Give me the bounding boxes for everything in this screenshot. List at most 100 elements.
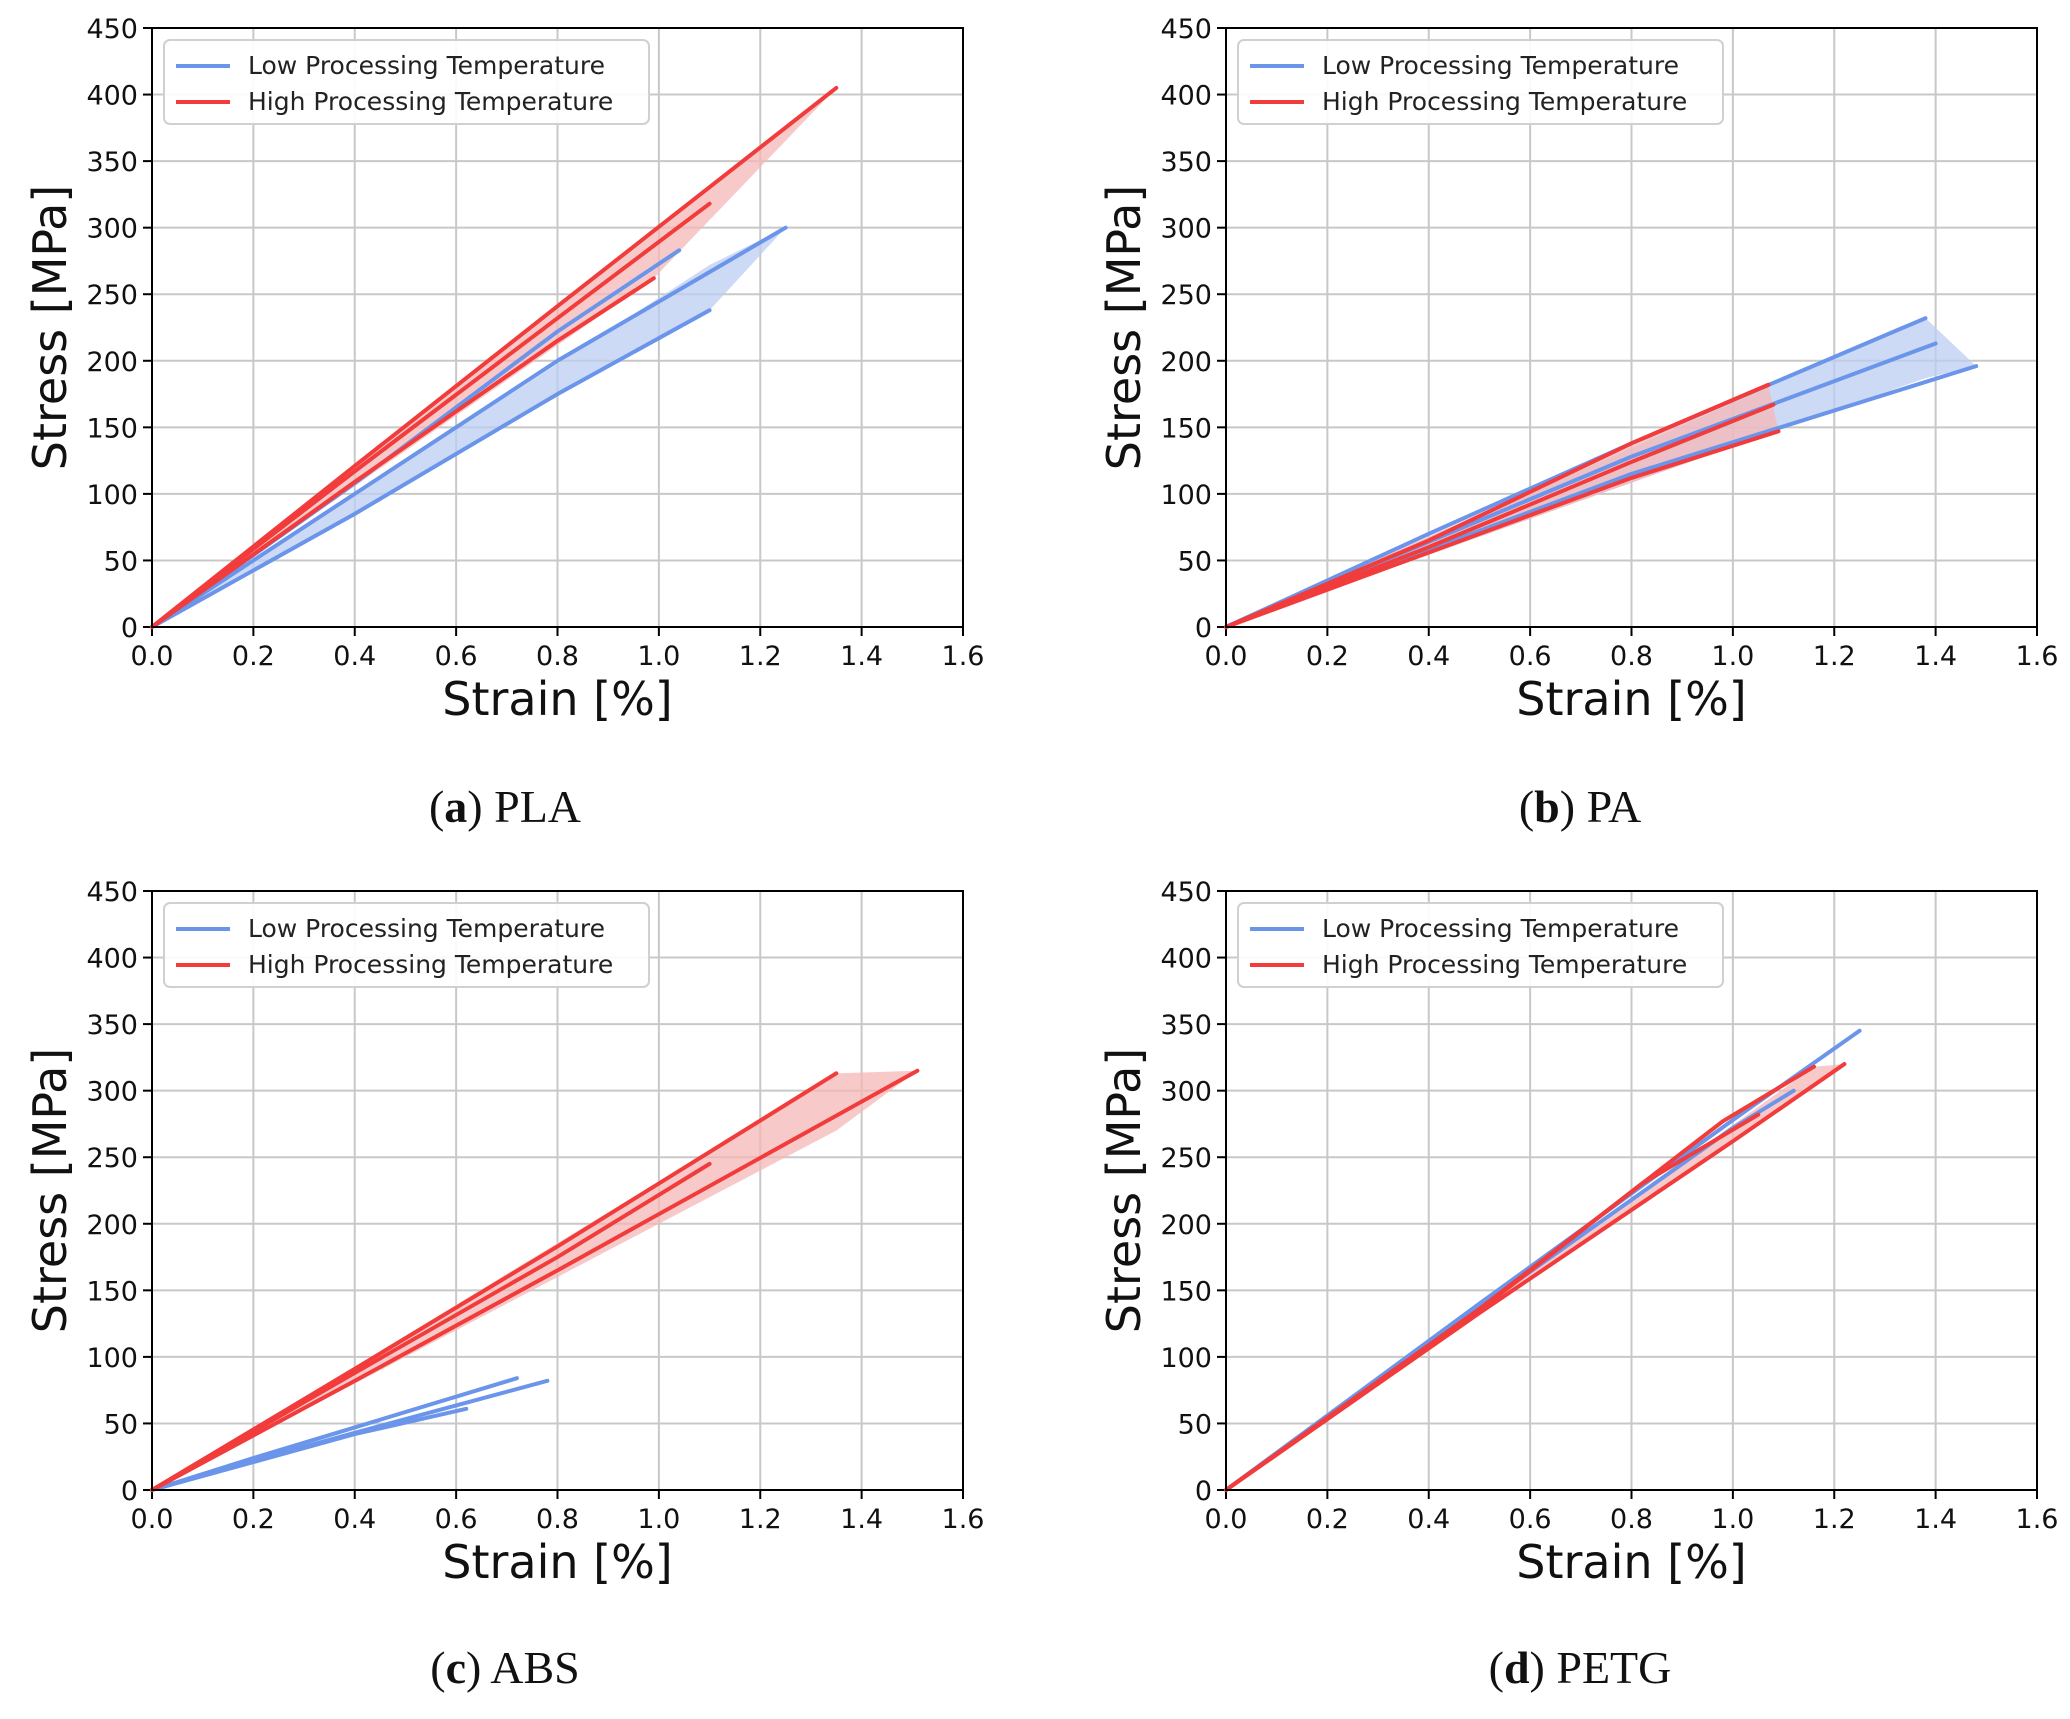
- chart-panel-c: 0.0 0.2 0.4 0.6 0.8 1.0 1.2 1.4 1.6 0 50 100 150 200 2…: [23, 877, 984, 1693]
- x-tick-label: 1.0: [1711, 641, 1754, 672]
- x-tick-label: 0.4: [1407, 641, 1450, 672]
- low-temperature-series-line: [150, 1406, 469, 1492]
- low-temperature-band: [152, 227, 786, 627]
- y-tick-label: 50: [1178, 546, 1212, 577]
- y-tick-label: 450: [86, 877, 138, 908]
- caption-material: PLA: [483, 781, 581, 832]
- caption-letter: b: [1534, 781, 1560, 832]
- caption-close-paren: ): [1560, 781, 1575, 832]
- y-tick-label: 0: [1195, 1476, 1212, 1507]
- x-axis-label: Strain [%]: [1516, 1535, 1747, 1589]
- y-tick-label: 250: [1160, 280, 1212, 311]
- y-tick-label: 100: [1160, 1343, 1212, 1374]
- x-tick-label: 1.2: [739, 1504, 782, 1535]
- x-tick-label: 1.2: [1813, 1504, 1856, 1535]
- legend-low-label: Low Processing Temperature: [1322, 51, 1679, 80]
- x-tick-label: 1.0: [637, 1504, 680, 1535]
- caption-close-paren: ): [467, 781, 482, 832]
- high-temperature-series-line: [150, 1068, 920, 1492]
- x-tick-label: 0.4: [333, 641, 376, 672]
- y-tick-label: 300: [1160, 214, 1212, 245]
- x-tick-label: 0.2: [232, 641, 275, 672]
- y-axis-label: Stress [MPa]: [23, 1048, 77, 1333]
- x-tick-label: 1.4: [1914, 641, 1957, 672]
- legend-high-label: High Processing Temperature: [248, 950, 613, 979]
- y-tick-label: 100: [1160, 480, 1212, 511]
- legend: Low Processing Temperature High Processin…: [163, 902, 650, 988]
- legend: Low Processing Temperature High Processin…: [1237, 39, 1724, 125]
- legend-box: [163, 902, 650, 988]
- y-tick-label: 400: [86, 944, 138, 975]
- caption-letter: c: [446, 1642, 466, 1693]
- x-tick-label: 0.0: [1205, 641, 1248, 672]
- high-temperature-series-line: [150, 1161, 712, 1492]
- panel-caption: (c) ABS: [430, 1642, 580, 1693]
- y-tick-label: 450: [86, 14, 138, 45]
- y-tick-label: 250: [86, 1143, 138, 1174]
- y-tick-label: 150: [86, 413, 138, 444]
- y-tick-label: 150: [1160, 1276, 1212, 1307]
- axes-frame: [151, 890, 964, 1491]
- panel-caption: (d) PETG: [1489, 1642, 1672, 1693]
- x-tick-label: 1.4: [840, 1504, 883, 1535]
- y-tick-label: 200: [1160, 347, 1212, 378]
- x-axis-label: Strain [%]: [442, 1535, 673, 1589]
- y-tick-label: 300: [86, 1077, 138, 1108]
- high-temperature-series-line: [1224, 382, 1771, 629]
- y-tick-label: 450: [1160, 877, 1212, 908]
- panel-caption: (a) PLA: [429, 781, 581, 832]
- legend-low-label: Low Processing Temperature: [1322, 914, 1679, 943]
- caption-letter: a: [444, 781, 467, 832]
- legend-box: [163, 39, 650, 125]
- legend-high-label: High Processing Temperature: [1322, 87, 1687, 116]
- y-tick-label: 350: [1160, 147, 1212, 178]
- y-tick-label: 50: [1178, 1409, 1212, 1440]
- y-tick-label: 350: [86, 1010, 138, 1041]
- y-tick-label: 400: [1160, 944, 1212, 975]
- high-temperature-series-line: [150, 85, 839, 629]
- y-tick-label: 100: [86, 1343, 138, 1374]
- x-tick-label: 0.8: [1610, 1504, 1653, 1535]
- x-tick-label: 0.0: [1205, 1504, 1248, 1535]
- panel-caption: (b) PA: [1519, 781, 1641, 832]
- x-tick-label: 1.4: [1914, 1504, 1957, 1535]
- caption-material: PETG: [1545, 1642, 1672, 1693]
- high-temperature-series-line: [1224, 429, 1781, 629]
- caption-close-paren: ): [1530, 1642, 1545, 1693]
- x-tick-label: 1.6: [942, 641, 985, 672]
- x-tick-label: 0.6: [435, 1504, 478, 1535]
- axes-frame: [1225, 27, 2038, 628]
- y-tick-label: 450: [1160, 14, 1212, 45]
- chart-panel-b: 0.0 0.2 0.4 0.6 0.8 1.0 1.2 1.4 1.6 0 50 100 150 200 2…: [1097, 14, 2058, 832]
- x-tick-label: 1.0: [1711, 1504, 1754, 1535]
- y-tick-label: 150: [1160, 413, 1212, 444]
- low-temperature-series-line: [1224, 316, 1928, 629]
- caption-material: PA: [1575, 781, 1641, 832]
- high-temperature-series-line: [1224, 1112, 1761, 1492]
- x-tick-label: 1.2: [739, 641, 782, 672]
- x-tick-label: 1.0: [637, 641, 680, 672]
- x-tick-label: 0.6: [1509, 1504, 1552, 1535]
- y-tick-label: 100: [86, 480, 138, 511]
- y-tick-label: 50: [104, 546, 138, 577]
- caption-close-paren: ): [466, 1642, 481, 1693]
- x-tick-label: 1.6: [942, 1504, 985, 1535]
- x-tick-label: 0.2: [1306, 1504, 1349, 1535]
- y-axis-label: Stress [MPa]: [23, 185, 77, 470]
- y-tick-label: 150: [86, 1276, 138, 1307]
- caption-open-paren: (: [1489, 1642, 1504, 1693]
- y-tick-label: 0: [121, 613, 138, 644]
- y-tick-label: 300: [1160, 1077, 1212, 1108]
- y-tick-label: 400: [86, 81, 138, 112]
- caption-open-paren: (: [429, 781, 444, 832]
- y-tick-label: 400: [1160, 81, 1212, 112]
- x-tick-label: 0.4: [1407, 1504, 1450, 1535]
- x-tick-label: 0.2: [232, 1504, 275, 1535]
- y-axis-label: Stress [MPa]: [1097, 1048, 1151, 1333]
- y-tick-label: 50: [104, 1409, 138, 1440]
- x-tick-label: 0.0: [131, 1504, 174, 1535]
- x-tick-label: 1.6: [2016, 1504, 2059, 1535]
- y-tick-label: 200: [86, 1210, 138, 1241]
- y-tick-label: 250: [1160, 1143, 1212, 1174]
